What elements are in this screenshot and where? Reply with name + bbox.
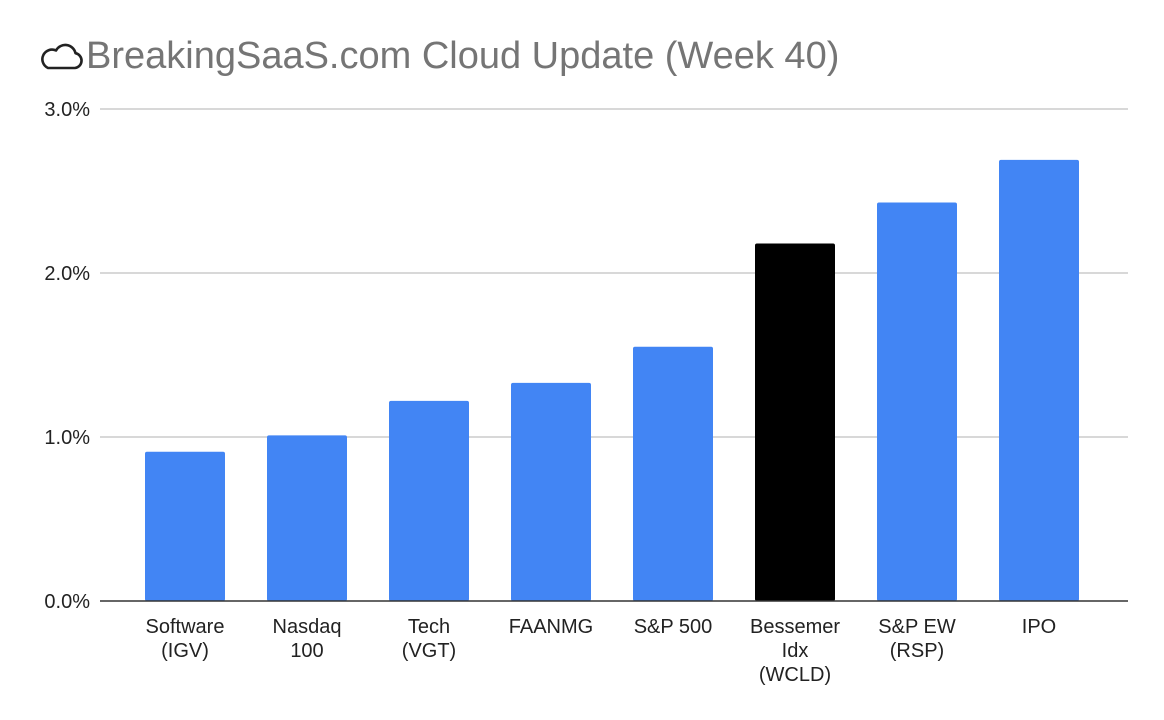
bar-1	[267, 435, 347, 601]
y-tick-label: 2.0%	[44, 263, 90, 285]
bar-4	[633, 346, 713, 601]
x-category-label: S&P EW (RSP)	[878, 616, 956, 662]
bar-7	[999, 159, 1079, 601]
gridlines	[100, 108, 1128, 438]
x-category-label: IPO	[1022, 616, 1056, 638]
bar-0	[145, 451, 225, 601]
x-category-label: Nasdaq 100	[273, 616, 342, 662]
title-row: BreakingSaaS.com Cloud Update (Week 40)	[38, 32, 839, 80]
y-tick-label: 3.0%	[44, 99, 90, 121]
bar-6	[877, 202, 957, 602]
y-tick-label: 0.0%	[44, 591, 90, 613]
x-category-label: S&P 500	[634, 616, 713, 638]
x-category-label: Bessemer Idx (WCLD)	[750, 616, 840, 686]
x-category-label: Software (IGV)	[146, 616, 225, 662]
x-axis-category-labels: Software (IGV) Nasdaq 100 Tech (VGT) FAANMG S&P…	[146, 616, 1057, 686]
bar-5	[755, 243, 835, 602]
bar-2	[389, 400, 469, 601]
cloud-icon	[38, 39, 84, 73]
x-category-label: FAANMG	[509, 616, 593, 638]
y-axis-tick-labels: 0.0% 1.0% 2.0% 3.0%	[44, 99, 90, 613]
x-category-label: Tech (VGT)	[402, 616, 456, 662]
bar-3	[511, 382, 591, 601]
y-tick-label: 1.0%	[44, 427, 90, 449]
bars	[145, 159, 1079, 602]
chart-title: BreakingSaaS.com Cloud Update (Week 40)	[86, 34, 840, 77]
